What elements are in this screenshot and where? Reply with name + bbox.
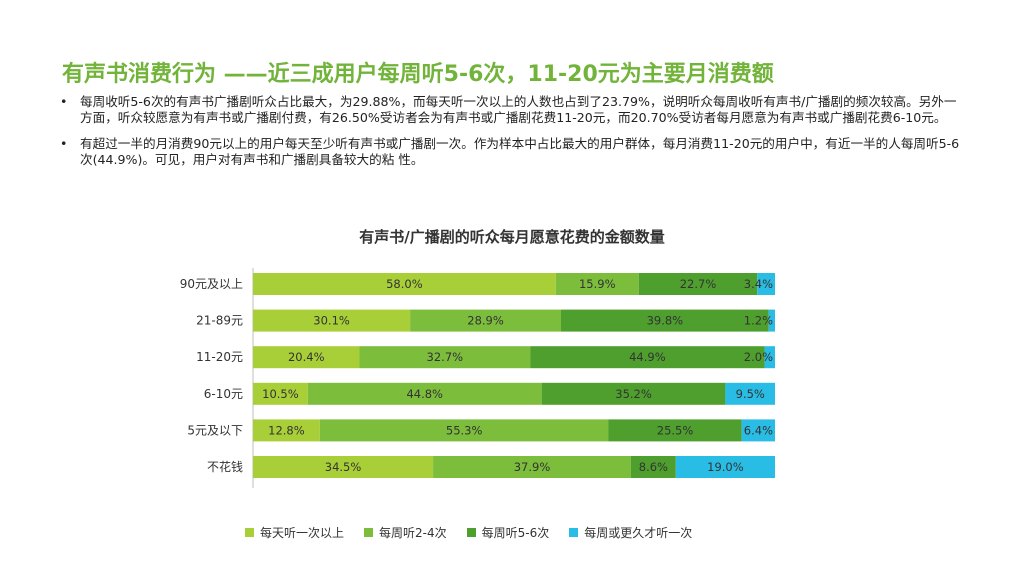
y-tick-label: 6-10元 — [204, 387, 243, 401]
legend-swatch — [569, 528, 579, 537]
bar-segment — [675, 456, 775, 478]
bullet-dot: • — [60, 136, 68, 151]
legend-label: 每周听2-4次 — [379, 526, 447, 540]
bullet-text: 每周收听5-6次的有声书广播剧听众占比最大，为29.88%，而每天听一次以上的人… — [80, 94, 957, 125]
data-label: 20.4% — [288, 350, 325, 364]
bar-segment — [630, 456, 676, 478]
legend-swatch — [364, 528, 374, 537]
data-label: 22.7% — [680, 277, 717, 291]
legend-label: 每周听5-6次 — [481, 526, 550, 540]
bar-segment — [638, 273, 758, 295]
data-label: 12.8% — [268, 423, 305, 437]
chart-title: 有声书/广播剧的听众每月愿意花费的金额数量 — [359, 228, 665, 246]
bar-segment — [253, 456, 434, 478]
legend-label: 每周或更久才听一次 — [584, 526, 693, 540]
data-label: 15.9% — [579, 277, 616, 291]
legend-item: 每天听一次以上 — [245, 524, 344, 541]
bar-segment — [433, 456, 631, 478]
bar-segment — [307, 382, 542, 405]
bar-segment — [253, 419, 320, 442]
data-label: 30.1% — [313, 314, 350, 328]
data-label: 37.9% — [514, 460, 551, 474]
page-title: 有声书消费行为 ——近三成用户每周听5-6次，11-20元为主要月消费额 — [62, 62, 774, 87]
bar-segment — [253, 346, 360, 369]
bullet-text: 有超过一半的月消费90元以上的用户每天至少听有声书或广播剧一次。作为样本中占比最… — [80, 136, 960, 167]
bar-segment — [768, 309, 775, 332]
bar-segment — [725, 382, 775, 405]
legend-item: 每周或更久才听一次 — [569, 524, 692, 541]
bar-segment — [253, 382, 308, 405]
bar-segment — [253, 309, 411, 332]
data-label: 3.4% — [744, 277, 773, 291]
data-label: 10.5% — [262, 387, 299, 401]
data-label: 28.9% — [467, 314, 504, 328]
legend-label: 每天听一次以上 — [260, 526, 345, 540]
bar-segment — [757, 273, 775, 295]
y-tick-label: 5元及以下 — [187, 423, 243, 437]
legend-swatch — [466, 528, 476, 537]
bar-segment — [555, 273, 639, 295]
data-label: 2.0% — [744, 350, 773, 364]
data-label: 19.0% — [707, 460, 744, 474]
data-label: 58.0% — [386, 277, 423, 291]
y-tick-label: 11-20元 — [196, 350, 243, 364]
bar-segment — [560, 309, 769, 332]
data-label: 1.2% — [744, 314, 773, 328]
y-tick-label: 90元及以上 — [180, 277, 243, 291]
bar-segment — [253, 273, 556, 295]
data-label: 32.7% — [427, 350, 464, 364]
y-tick-label: 不花钱 — [207, 459, 243, 474]
bullet-dot: • — [60, 94, 68, 109]
bullet-item: • 每周收听5-6次的有声书广播剧听众占比最大，为29.88%，而每天听一次以上的… — [60, 94, 960, 126]
data-label: 6.4% — [744, 423, 773, 437]
bar-segment — [530, 346, 765, 369]
legend-item: 每周听5-6次 — [466, 524, 550, 541]
legend-item: 每周听2-4次 — [364, 524, 447, 541]
bar-segment — [410, 309, 561, 332]
y-tick-label: 21-89元 — [196, 314, 243, 328]
data-label: 25.5% — [657, 423, 694, 437]
bar-segment — [764, 346, 775, 369]
bar-segment — [541, 382, 726, 405]
bar-segment — [608, 419, 742, 442]
data-label: 44.9% — [629, 350, 666, 364]
bar-segment — [359, 346, 531, 369]
bar-segment — [319, 419, 609, 442]
bar-segment — [741, 419, 775, 442]
bullet-list: • 每周收听5-6次的有声书广播剧听众占比最大，为29.88%，而每天听一次以上的… — [60, 94, 960, 178]
data-label: 35.2% — [615, 387, 652, 401]
bullet-item: • 有超过一半的月消费90元以上的用户每天至少听有声书或广播剧一次。作为样本中占比… — [60, 136, 960, 168]
data-label: 34.5% — [325, 460, 362, 474]
data-label: 44.8% — [406, 387, 443, 401]
data-label: 8.6% — [639, 460, 668, 474]
chart-legend: 每天听一次以上 每周听2-4次 每周听5-6次 每周或更久才听一次 — [245, 524, 692, 541]
data-label: 9.5% — [736, 387, 765, 401]
legend-swatch — [245, 528, 254, 537]
data-label: 39.8% — [647, 314, 684, 328]
data-label: 55.3% — [446, 423, 483, 437]
